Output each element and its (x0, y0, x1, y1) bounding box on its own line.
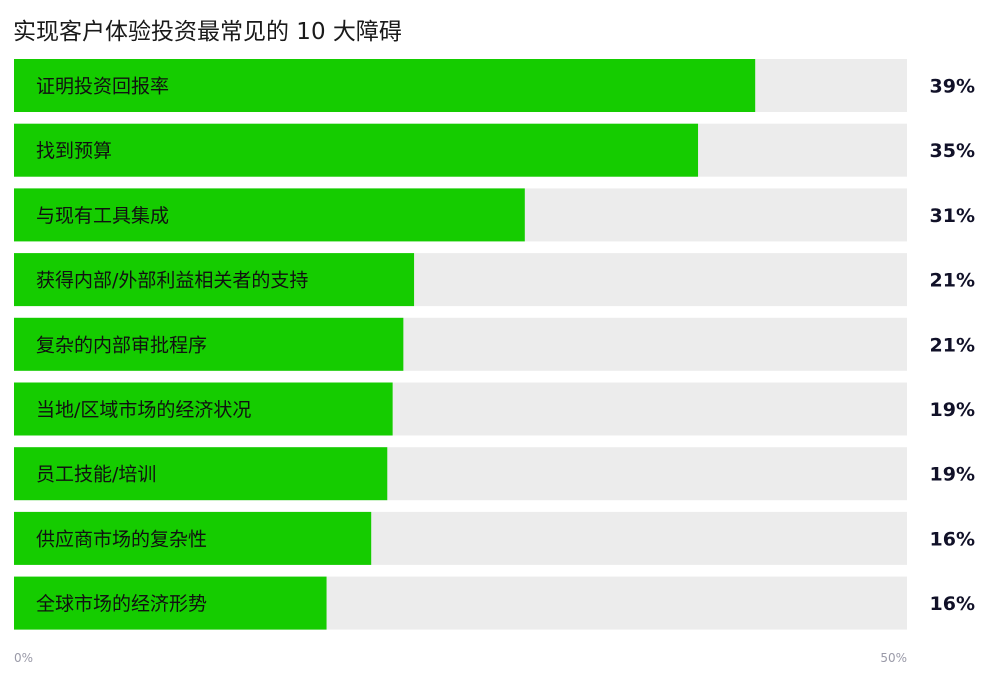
bar-row: 供应商市场的复杂性 16% (14, 511, 975, 565)
bar-value-label: 21% (930, 334, 975, 356)
x-tick-label: 0% (14, 651, 33, 665)
bar (14, 253, 415, 307)
bar-value-label: 31% (930, 205, 975, 227)
bar-category-label: 证明投资回报率 (36, 76, 169, 98)
bar-value-label: 16% (930, 593, 975, 615)
bar-row: 复杂的内部审批程序 21% (14, 317, 975, 371)
bar-category-label: 当地/区域市场的经济状况 (36, 399, 251, 421)
chart-title: 实现客户体验投资最常见的 10 大障碍 (13, 19, 402, 45)
bar (14, 382, 393, 436)
bar (14, 511, 372, 565)
bar-value-label: 39% (930, 76, 975, 98)
bar-row: 证明投资回报率 39% (14, 59, 975, 112)
bar-category-label: 复杂的内部审批程序 (36, 334, 207, 356)
bar-category-label: 与现有工具集成 (36, 205, 169, 227)
bar-value-label: 19% (930, 399, 975, 421)
bar-category-label: 获得内部/外部利益相关者的支持 (36, 270, 308, 292)
bar-value-label: 21% (930, 270, 975, 292)
bar-row: 找到预算 35% (14, 123, 975, 177)
bar-category-label: 找到预算 (36, 140, 112, 162)
bar-value-label: 16% (930, 528, 975, 550)
bar (14, 59, 756, 112)
bar (14, 317, 404, 371)
bar (14, 447, 388, 501)
bar-value-label: 35% (930, 140, 975, 162)
bar-row: 获得内部/外部利益相关者的支持 21% (14, 253, 975, 307)
bar-category-label: 全球市场的经济形势 (36, 593, 207, 615)
bar-value-label: 19% (930, 464, 975, 486)
bar-row: 员工技能/培训 19% (14, 447, 975, 501)
bar (14, 123, 699, 177)
bar (14, 576, 327, 630)
x-tick-label: 50% (880, 651, 907, 665)
bar-row: 全球市场的经济形势 16% (14, 576, 975, 630)
bar-row: 与现有工具集成 31% (14, 188, 975, 242)
bar-category-label: 员工技能/培训 (36, 464, 156, 486)
bar-row: 当地/区域市场的经济状况 19% (14, 382, 975, 436)
bar (14, 188, 525, 242)
bar-category-label: 供应商市场的复杂性 (36, 528, 207, 550)
